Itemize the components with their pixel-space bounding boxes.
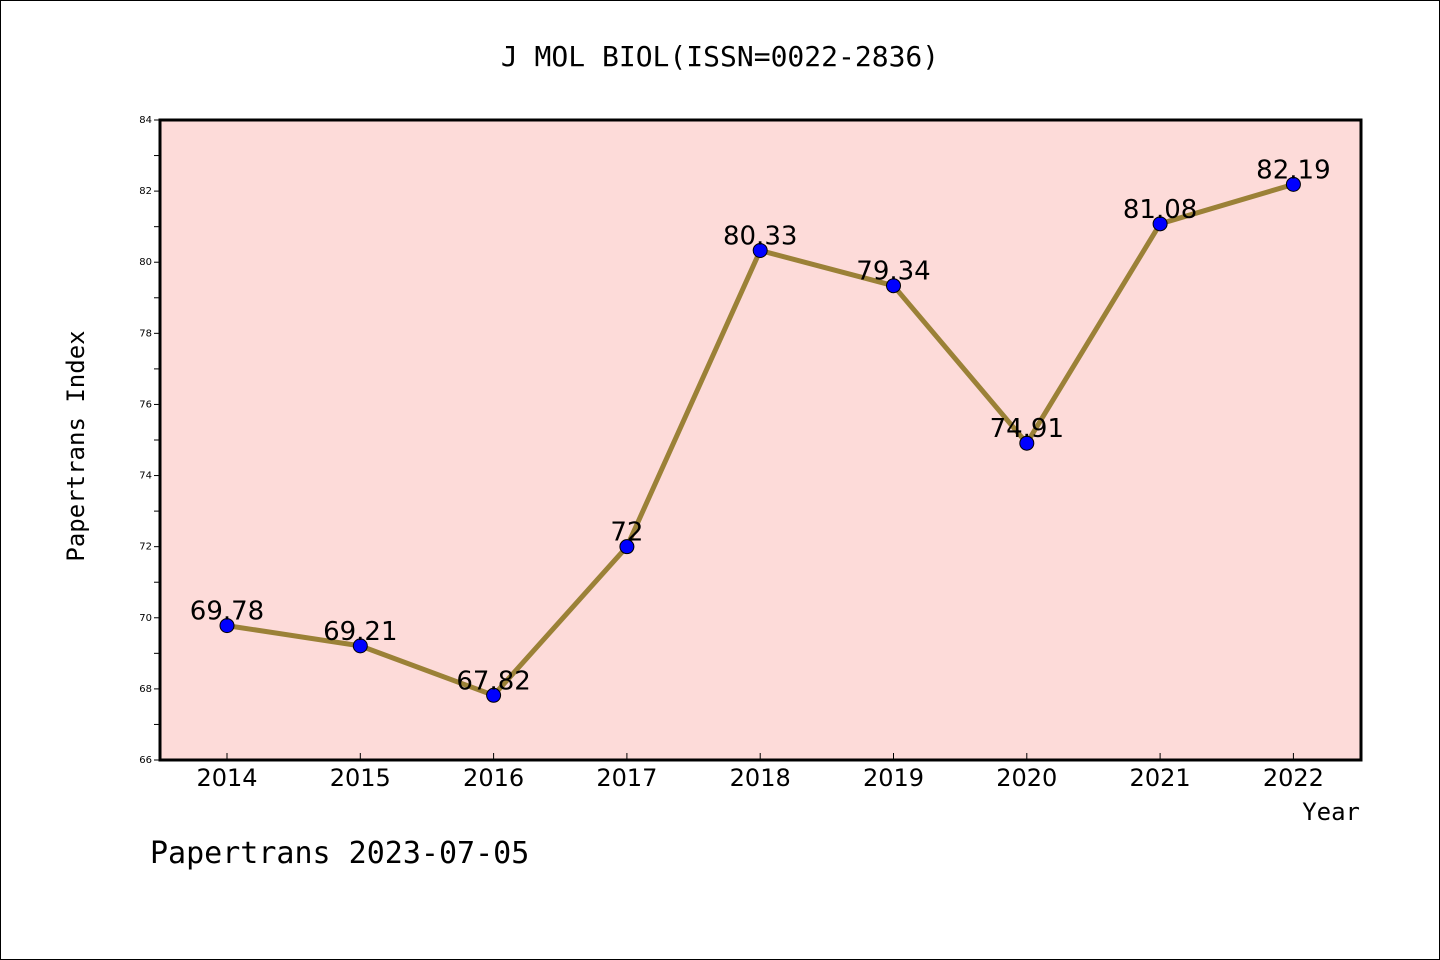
y-tick-label: 80 [139, 257, 152, 268]
data-point-marker [1285, 176, 1301, 192]
x-tick-label: 2019 [863, 764, 924, 792]
y-axis-label: Papertrans Index [62, 330, 90, 561]
y-tick-label: 74 [139, 471, 152, 482]
data-label: 82.19 [1256, 155, 1330, 185]
x-tick-label: 2014 [196, 764, 257, 792]
data-label: 69.78 [190, 597, 264, 627]
data-point-marker [886, 278, 901, 294]
data-label: 79.34 [856, 257, 930, 287]
y-tick-label: 76 [139, 399, 152, 410]
x-axis-label: Year [1302, 798, 1360, 826]
x-tick-label: 2017 [596, 764, 657, 792]
y-tick-label: 66 [139, 755, 152, 766]
data-label: 67.82 [456, 666, 530, 696]
x-tick-label: 2020 [996, 764, 1057, 792]
data-point-marker [619, 539, 635, 555]
data-label: 80.33 [723, 221, 797, 251]
data-label: 74.91 [990, 414, 1064, 444]
data-point-marker [1019, 435, 1035, 451]
data-label: 69.21 [323, 617, 397, 647]
x-tick-label: 2016 [463, 764, 524, 792]
y-tick-label: 68 [139, 684, 152, 695]
x-tick-label: 2015 [330, 764, 391, 792]
data-point-marker [486, 687, 502, 703]
y-axis-ticks: 66 68 70 72 74 76 78 80 82 84 [139, 115, 160, 766]
data-point-marker [352, 638, 368, 654]
x-axis-ticks: 2014 2015 2016 2017 2018 2019 2020 2021 2022 [196, 753, 1324, 792]
y-tick-label: 78 [139, 328, 152, 339]
y-tick-label: 82 [139, 186, 152, 197]
data-point-marker [752, 242, 768, 258]
plot-border [158, 118, 1363, 762]
chart-title: J MOL BIOL(ISSN=0022-2836) [501, 40, 939, 73]
series-group [219, 176, 1301, 703]
y-tick-label: 70 [139, 613, 152, 624]
data-label: 81.08 [1123, 195, 1197, 225]
y-tick-label: 84 [139, 115, 152, 126]
footer-text: Papertrans 2023-07-05 [150, 836, 529, 871]
data-label-group: 69.78 69.21 67.82 72 80.33 79.34 74.91 81.08 82.… [190, 155, 1331, 696]
x-tick-label: 2022 [1263, 764, 1324, 792]
x-tick-label: 2021 [1130, 764, 1191, 792]
data-point-marker [219, 618, 235, 634]
data-label: 72 [610, 518, 643, 548]
x-tick-label: 2018 [730, 764, 791, 792]
y-tick-label: 72 [139, 542, 152, 553]
data-point-marker [1152, 216, 1168, 232]
